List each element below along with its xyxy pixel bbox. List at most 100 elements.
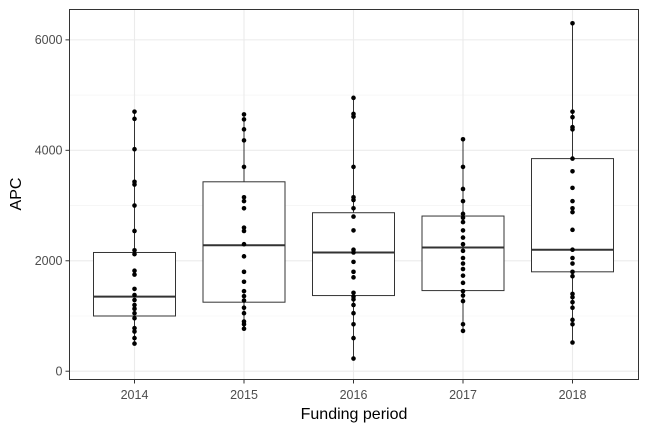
data-point	[351, 214, 356, 219]
data-point	[132, 297, 137, 303]
data-point	[351, 250, 356, 255]
y-tick-label: 4000	[35, 144, 63, 158]
data-point	[570, 206, 575, 211]
data-point	[570, 247, 575, 253]
data-point	[241, 305, 247, 311]
data-point	[570, 127, 575, 132]
data-point	[460, 164, 466, 170]
data-point	[351, 335, 356, 341]
data-point	[460, 198, 466, 204]
data-point	[241, 138, 247, 143]
data-point	[241, 288, 247, 294]
data-point	[460, 321, 466, 327]
data-point	[460, 235, 466, 240]
data-point	[132, 286, 137, 292]
data-point	[241, 254, 247, 259]
data-point	[460, 328, 466, 334]
data-point	[241, 127, 247, 132]
y-tick-label: 0	[56, 365, 63, 379]
data-point	[570, 227, 575, 233]
data-point	[460, 298, 466, 304]
data-point	[351, 321, 356, 327]
data-point	[460, 293, 466, 298]
data-point	[460, 280, 466, 286]
data-point	[132, 247, 137, 253]
data-point	[570, 340, 575, 345]
data-point	[241, 241, 247, 247]
point-series	[132, 21, 575, 361]
box-iqr	[421, 215, 505, 292]
data-point	[132, 272, 137, 277]
y-axis-title: APC	[8, 178, 25, 211]
data-point	[460, 261, 466, 266]
data-point	[241, 298, 247, 303]
data-point	[351, 197, 356, 203]
data-point	[570, 273, 575, 279]
data-point	[570, 109, 575, 114]
data-point	[460, 255, 466, 261]
data-point	[570, 291, 575, 297]
data-point	[132, 116, 137, 122]
box-iqr	[531, 158, 614, 273]
data-point	[351, 356, 356, 361]
data-point	[351, 228, 356, 233]
data-point	[241, 198, 247, 204]
data-point	[570, 198, 575, 204]
data-point	[460, 288, 466, 294]
data-point	[132, 325, 137, 331]
data-point	[351, 114, 356, 119]
x-tick-label: 2016	[340, 388, 368, 402]
data-point	[570, 321, 575, 327]
data-point	[351, 302, 356, 308]
data-point	[351, 269, 356, 275]
data-point	[351, 297, 356, 302]
data-point	[570, 269, 575, 275]
data-point	[241, 293, 247, 299]
data-point	[132, 182, 137, 187]
data-point	[241, 225, 247, 230]
data-point	[460, 273, 466, 278]
data-point	[241, 112, 247, 117]
x-tick-label: 2018	[559, 388, 587, 402]
data-point	[351, 95, 356, 101]
data-point	[132, 329, 137, 334]
data-point	[460, 266, 466, 272]
data-point	[460, 219, 466, 225]
data-point	[241, 326, 247, 331]
data-point	[570, 305, 575, 311]
data-point	[132, 315, 137, 321]
data-point	[351, 164, 356, 170]
data-point	[351, 275, 356, 280]
data-point	[351, 310, 356, 316]
data-point	[241, 279, 247, 285]
data-point	[460, 136, 466, 142]
data-point	[570, 294, 575, 300]
data-point	[132, 203, 137, 208]
data-point	[570, 185, 575, 191]
data-point	[241, 321, 247, 327]
x-tick-label: 2017	[449, 388, 477, 402]
data-point	[460, 215, 466, 220]
data-point	[132, 341, 137, 346]
data-point	[570, 21, 575, 26]
data-point	[241, 206, 247, 211]
y-tick-label: 6000	[35, 33, 63, 47]
data-point	[132, 109, 137, 114]
data-point	[241, 269, 247, 275]
data-point	[351, 290, 356, 296]
data-point	[460, 248, 466, 254]
data-point	[460, 186, 466, 192]
data-point	[570, 299, 575, 305]
data-point	[460, 228, 466, 233]
data-point	[132, 335, 137, 341]
data-point	[460, 241, 466, 247]
data-point	[570, 209, 575, 215]
data-point	[241, 164, 247, 170]
data-point	[132, 302, 137, 308]
data-point	[460, 211, 466, 217]
data-point	[570, 255, 575, 261]
data-point	[241, 310, 247, 316]
data-point	[132, 251, 137, 257]
data-point	[132, 310, 137, 316]
